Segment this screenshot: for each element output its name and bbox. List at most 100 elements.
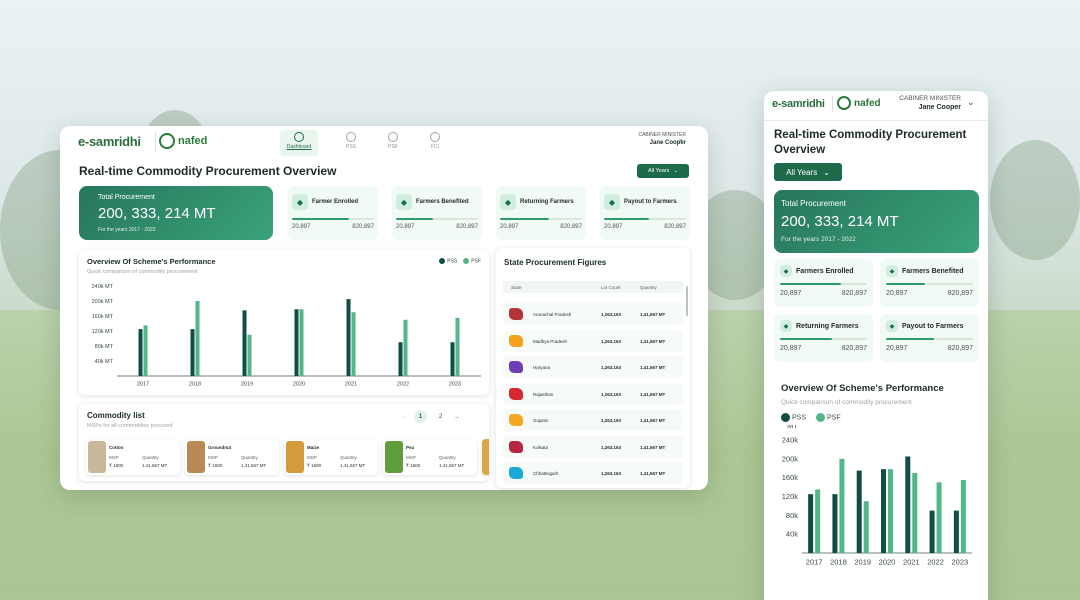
farmer-icon: ◆ bbox=[780, 265, 792, 277]
scrollbar[interactable] bbox=[686, 286, 688, 316]
money-bag-icon: ◆ bbox=[886, 320, 898, 332]
bar-psf-2020 bbox=[299, 309, 304, 376]
bar-psf-2018 bbox=[839, 458, 845, 553]
total-procurement-card: Total Procurement 200, 333, 214 MT For t… bbox=[774, 190, 979, 253]
next-arrow-icon[interactable]: → bbox=[454, 413, 460, 420]
x-tick-label: 2019 bbox=[241, 382, 253, 388]
y-tick-label: 200k MT bbox=[92, 299, 114, 305]
x-tick-label: 2018 bbox=[189, 382, 201, 388]
table-row[interactable]: Madhya Pradesh 1,263,163 1,41,567 MT bbox=[503, 329, 683, 352]
tab-pss[interactable]: PSS bbox=[332, 130, 370, 150]
bar-psf-2021 bbox=[912, 472, 918, 553]
y-axis-label: MT bbox=[787, 425, 798, 430]
y-tick-label: 240k bbox=[782, 436, 799, 445]
chevron-down-icon[interactable]: ⌄ bbox=[678, 136, 684, 143]
bar-psf-2017 bbox=[143, 325, 148, 376]
pagination: ← 1 2 → bbox=[401, 410, 460, 423]
total-procurement-card: Total Procurement 200, 333, 214 MT For t… bbox=[79, 186, 273, 240]
commodity-card[interactable]: Cotton MSP Quantity ₹ 1600 1,41,567 MT bbox=[86, 439, 180, 475]
legend-pss: PSS bbox=[439, 258, 457, 264]
x-tick-label: 2022 bbox=[927, 558, 944, 567]
progress-bar bbox=[780, 283, 867, 285]
x-tick-label: 2019 bbox=[854, 558, 871, 567]
x-tick-label: 2020 bbox=[293, 382, 305, 388]
commodity-card-partial[interactable] bbox=[482, 439, 489, 475]
tab-psf[interactable]: PSF bbox=[374, 130, 412, 150]
table-row[interactable]: Kolkata 1,263,163 1,41,567 MT bbox=[503, 435, 683, 458]
bar-pss-2017 bbox=[138, 329, 143, 376]
page-1[interactable]: 1 bbox=[414, 410, 427, 423]
money-bag-icon: ◆ bbox=[604, 194, 620, 210]
state-map-icon bbox=[509, 308, 523, 320]
metric-card: ◆ Farmers Benefited 20,897 820,897 bbox=[392, 186, 482, 240]
bar-pss-2021 bbox=[346, 299, 351, 376]
commodity-image bbox=[385, 441, 403, 473]
mobile-dashboard: e-samridhi nafed CABINER MINISTER Jane C… bbox=[764, 91, 988, 600]
bar-pss-2017 bbox=[808, 494, 814, 553]
user-name: Jane Cooper bbox=[918, 104, 961, 111]
commodity-card[interactable]: Maize MSP Quantity ₹ 1600 1,41,567 MT bbox=[284, 439, 378, 475]
bar-pss-2021 bbox=[905, 456, 911, 553]
prev-arrow-icon[interactable]: ← bbox=[401, 413, 407, 420]
legend-psf: PSF bbox=[463, 258, 481, 264]
x-tick-label: 2017 bbox=[806, 558, 823, 567]
chevron-down-icon[interactable]: ⌄ bbox=[967, 97, 975, 107]
progress-bar bbox=[604, 218, 686, 220]
pss-icon bbox=[346, 132, 356, 142]
x-tick-label: 2021 bbox=[903, 558, 920, 567]
desktop-dashboard: e-samridhi nafed Dashboard PSS PSF FCI C… bbox=[60, 126, 708, 490]
return-icon: ◆ bbox=[780, 320, 792, 332]
chart-legend: PSS PSF bbox=[439, 258, 481, 264]
commodity-image bbox=[286, 441, 304, 473]
page-title: Real-time Commodity Procurement Overview bbox=[79, 164, 337, 178]
page-2[interactable]: 2 bbox=[438, 413, 443, 420]
state-procurement-panel: State Procurement Figures State Lot Coun… bbox=[496, 248, 690, 488]
bar-pss-2019 bbox=[242, 310, 247, 376]
metric-card: ◆ Returning Farmers 20,897 820,897 bbox=[496, 186, 586, 240]
state-map-icon bbox=[509, 414, 523, 426]
y-tick-label: 200k bbox=[782, 454, 799, 463]
table-row[interactable]: Arunachal Pradesh 1,263,163 1,41,567 MT bbox=[503, 303, 683, 325]
y-tick-label: 80k bbox=[786, 511, 798, 520]
tab-dashboard[interactable]: Dashboard bbox=[280, 130, 318, 156]
user-menu[interactable]: CABINER MINISTER Jane Cooper bbox=[638, 132, 686, 146]
bar-pss-2020 bbox=[881, 469, 886, 553]
table-row[interactable]: Rajasthan 1,263,163 1,41,567 MT bbox=[503, 382, 683, 405]
metric-card: ◆ Payout to Farmers 20,897 820,897 bbox=[600, 186, 690, 240]
fci-icon bbox=[430, 132, 440, 142]
x-tick-label: 2023 bbox=[952, 558, 969, 567]
y-tick-label: 40k MT bbox=[95, 359, 114, 365]
bar-psf-2018 bbox=[195, 301, 200, 376]
bar-pss-2022 bbox=[929, 510, 935, 553]
years-dropdown[interactable]: All Years ⌄ bbox=[637, 164, 689, 178]
table-row[interactable]: Haryana 1,263,163 1,41,567 MT bbox=[503, 356, 683, 378]
farmer-icon: ◆ bbox=[292, 194, 308, 210]
y-tick-label: 120k bbox=[782, 492, 799, 501]
y-tick-label: 160k MT bbox=[92, 314, 114, 320]
commodity-card[interactable]: Pea MSP Quantity ₹ 1600 1,41,567 MT bbox=[383, 439, 477, 475]
bar-psf-2021 bbox=[351, 312, 356, 376]
y-tick-label: 240k MT bbox=[92, 284, 114, 290]
user-role: CABINER MINISTER bbox=[899, 95, 961, 102]
bar-pss-2023 bbox=[450, 342, 455, 376]
y-tick-label: 120k MT bbox=[92, 329, 114, 335]
metric-card: ◆ Farmers Benefited 20,897 820,897 bbox=[880, 259, 979, 307]
top-bar: e-samridhi nafed Dashboard PSS PSF FCI C… bbox=[60, 126, 708, 158]
legend-psf: PSF bbox=[816, 413, 841, 422]
state-map-icon bbox=[509, 361, 523, 373]
state-map-icon bbox=[509, 467, 523, 479]
trend-up-icon: ◆ bbox=[396, 194, 412, 210]
bar-pss-2020 bbox=[294, 309, 299, 376]
commodity-card[interactable]: Groundnut MSP Quantity ₹ 1600 1,41,567 MT bbox=[185, 439, 279, 475]
years-dropdown[interactable]: All Years ⌄ bbox=[774, 163, 842, 181]
tab-fci[interactable]: FCI bbox=[416, 130, 454, 150]
e-samridhi-logo: e-samridhi bbox=[772, 98, 825, 110]
bar-psf-2017 bbox=[815, 489, 821, 553]
x-tick-label: 2021 bbox=[345, 382, 357, 388]
user-menu[interactable]: CABINER MINISTER Jane Cooper bbox=[899, 95, 961, 111]
progress-bar bbox=[292, 218, 374, 220]
table-row[interactable]: Gujarat 1,263,163 1,41,567 MT bbox=[503, 409, 683, 431]
table-row[interactable]: Chhattisgarh 1,263,163 1,41,567 MT bbox=[503, 462, 683, 484]
chevron-down-icon: ⌄ bbox=[823, 167, 830, 177]
pie-chart-icon bbox=[294, 132, 304, 142]
